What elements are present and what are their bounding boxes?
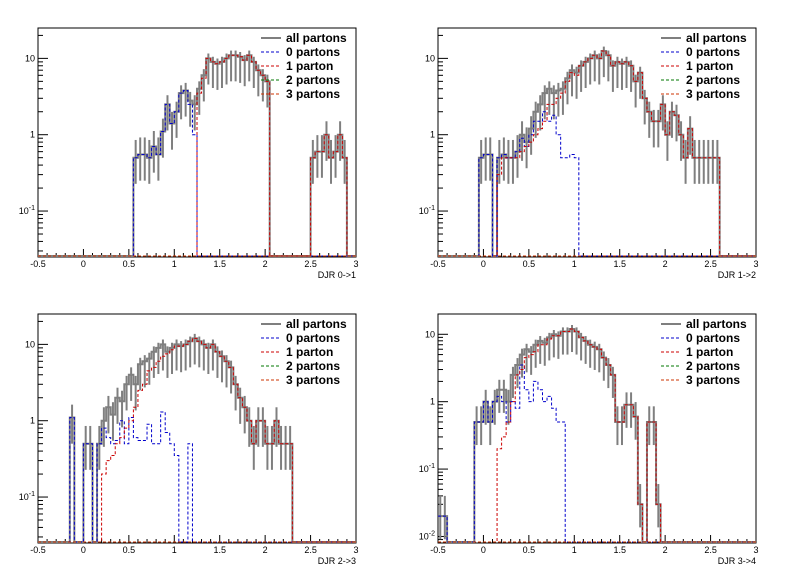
x-tick-label: 0 (481, 259, 486, 269)
x-tick-label: -0.5 (430, 545, 446, 555)
legend-label-p1: 1 parton (286, 59, 333, 73)
y-tick-label: 10 (25, 339, 35, 349)
x-tick-label: -0.5 (430, 259, 446, 269)
x-tick-label: 2.5 (304, 259, 317, 269)
y-tick-label: 10-1 (419, 463, 435, 474)
x-tick-label: 1 (572, 545, 577, 555)
legend-label-p1: 1 parton (686, 59, 733, 73)
legend-label-all: all partons (686, 317, 747, 331)
x-tick-label: 0 (481, 545, 486, 555)
x-tick-label: 1 (572, 259, 577, 269)
x-tick-label: 0 (81, 259, 86, 269)
legend-label-p0: 0 partons (686, 331, 740, 345)
legend-label-p2: 2 partons (686, 359, 740, 373)
legend-label-all: all partons (686, 31, 747, 45)
x-tick-label: 2 (263, 545, 268, 555)
series-p1 (438, 50, 756, 257)
x-tick-label: 3 (353, 545, 358, 555)
x-tick-label: 2.5 (304, 545, 317, 555)
y-tick-label: 10-1 (419, 205, 435, 216)
x-tick-label: 0.5 (523, 259, 536, 269)
x-tick-label: -0.5 (30, 259, 46, 269)
y-tick-label: 1 (430, 397, 435, 407)
panel-2: -0.5 0 0.5 1 1.5 2 2.5 3 10 1 10-1 DJR 1->2 all part… (419, 27, 759, 280)
y-tick-label: 10 (425, 53, 435, 63)
legend-label-p3: 3 partons (686, 87, 740, 101)
panel-3: -0.5 0 0.5 1 1.5 2 2.5 3 10 1 10-1 DJR 2->3 all part… (19, 313, 359, 566)
y-tick-label: 10-2 (419, 530, 435, 541)
legend-label-p2: 2 partons (286, 73, 340, 87)
x-tick-label: 0 (81, 545, 86, 555)
series-p0 (438, 111, 756, 257)
legend-label-p1: 1 parton (286, 345, 333, 359)
x-tick-label: 1.5 (613, 259, 626, 269)
legend-label-p1: 1 parton (686, 345, 733, 359)
legend-label-p0: 0 partons (286, 331, 340, 345)
x-tick-label: 2 (263, 259, 268, 269)
y-tick-label: 10 (425, 329, 435, 339)
x-tick-label: 2.5 (704, 545, 717, 555)
x-tick-label: 1 (172, 259, 177, 269)
y-tick-label: 10-1 (19, 205, 35, 216)
x-axis-title: DJR 1->2 (718, 270, 756, 280)
legend-label-p0: 0 partons (686, 45, 740, 59)
legend-label-all: all partons (286, 31, 347, 45)
x-tick-label: 1.5 (613, 545, 626, 555)
x-tick-label: 0.5 (523, 545, 536, 555)
x-tick-label: -0.5 (30, 545, 46, 555)
x-axis-title: DJR 2->3 (318, 556, 356, 566)
x-axis-title: DJR 0->1 (318, 270, 356, 280)
x-tick-label: 0.5 (123, 259, 136, 269)
x-tick-label: 3 (353, 259, 358, 269)
legend-label-p2: 2 partons (686, 73, 740, 87)
y-tick-label: 10 (25, 53, 35, 63)
x-tick-label: 0.5 (123, 545, 136, 555)
legend-label-p2: 2 partons (286, 359, 340, 373)
x-tick-label: 3 (753, 259, 758, 269)
x-axis-title: DJR 3->4 (718, 556, 756, 566)
histogram-line (438, 111, 756, 257)
legend-label-p3: 3 partons (286, 373, 340, 387)
y-tick-label: 10-1 (19, 491, 35, 502)
x-tick-label: 1.5 (213, 545, 226, 555)
y-tick-label: 1 (430, 130, 435, 140)
x-tick-label: 2 (663, 259, 668, 269)
histogram-line (438, 50, 756, 257)
panel-1: -0.5 0 0.5 1 1.5 2 2.5 3 10 1 10-1 DJR 0->1 all part… (19, 27, 359, 280)
x-tick-label: 1 (172, 545, 177, 555)
x-tick-label: 2.5 (704, 259, 717, 269)
y-tick-label: 1 (30, 416, 35, 426)
x-tick-label: 3 (753, 545, 758, 555)
x-tick-label: 1.5 (213, 259, 226, 269)
y-tick-label: 1 (30, 130, 35, 140)
x-tick-label: 2 (663, 545, 668, 555)
legend-label-p3: 3 partons (286, 87, 340, 101)
legend-label-p3: 3 partons (686, 373, 740, 387)
panel-4: -0.5 0 0.5 1 1.5 2 2.5 3 10 1 10-1 10-2 DJR 3->4 all … (419, 313, 759, 566)
legend-label-p0: 0 partons (286, 45, 340, 59)
legend-label-all: all partons (286, 317, 347, 331)
